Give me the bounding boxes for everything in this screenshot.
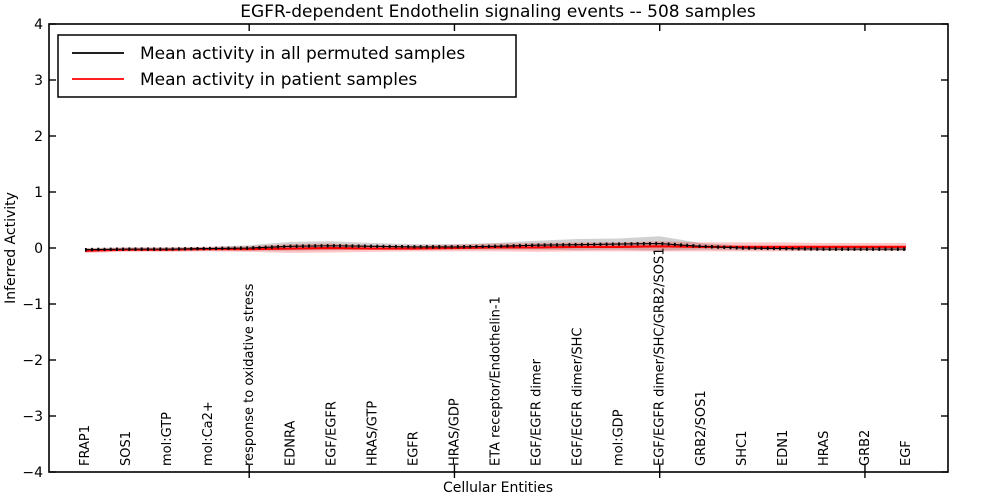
x-category-label: EGFR [406, 431, 421, 466]
x-category-label: EDNRA [283, 421, 298, 466]
y-tick-label: −4 [22, 465, 43, 481]
x-category-label: HRAS/GDP [447, 398, 462, 466]
x-category-label: EDN1 [776, 430, 791, 466]
y-tick-label: 0 [34, 241, 43, 257]
x-category-label: EGF/EGFR dimer [530, 358, 545, 466]
y-tick-label: 3 [34, 73, 43, 89]
x-category-labels: FRAP1 SOS1 mol:GTP mol:Ca2+ response to oxid… [78, 248, 914, 467]
y-tick-label: −2 [22, 353, 43, 369]
legend-box [57, 34, 517, 98]
x-category-label: HRAS/GTP [365, 401, 380, 466]
x-axis-label: Cellular Entities [443, 480, 553, 496]
chart-title: EGFR-dependent Endothelin signaling even… [240, 2, 756, 22]
x-category-label: EGF/EGFR [324, 401, 339, 466]
y-tick-label: 4 [34, 17, 43, 33]
x-category-label: mol:GDP [612, 409, 627, 466]
x-category-label: SHC1 [735, 431, 750, 466]
x-category-label: mol:Ca2+ [201, 401, 216, 466]
x-category-label: EGF/EGFR dimer/SHC/GRB2/SOS1 [653, 248, 668, 467]
y-tick-label: −3 [22, 409, 43, 425]
y-tick-label: −1 [22, 297, 43, 313]
plot-series [84, 236, 906, 254]
x-category-label: mol:GTP [160, 412, 175, 466]
x-category-label: GRB2/SOS1 [694, 390, 709, 466]
x-category-label: GRB2 [858, 430, 873, 466]
legend: Mean activity in all permuted samples Me… [57, 34, 517, 98]
legend-label-permuted: Mean activity in all permuted samples [140, 44, 465, 64]
y-axis-label: Inferred Activity [3, 192, 19, 304]
x-category-label: FRAP1 [78, 425, 93, 466]
x-category-label: EGF/EGFR dimer/SHC [571, 328, 586, 466]
x-category-label: SOS1 [119, 431, 134, 466]
series-markers-permuted [84, 241, 906, 252]
y-tick-label: 1 [34, 185, 43, 201]
y-tick-label: 2 [34, 129, 43, 145]
legend-label-patient: Mean activity in patient samples [140, 70, 417, 90]
x-axis-ticks [248, 24, 866, 478]
x-category-label: HRAS [817, 431, 832, 466]
x-category-label: EGF [899, 440, 914, 466]
x-category-label: response to oxidative stress [242, 283, 257, 466]
x-category-label: ETA receptor/Endothelin-1 [489, 296, 504, 466]
y-axis-ticks: 4 3 2 1 0 −1 −2 −3 −4 [22, 17, 948, 481]
